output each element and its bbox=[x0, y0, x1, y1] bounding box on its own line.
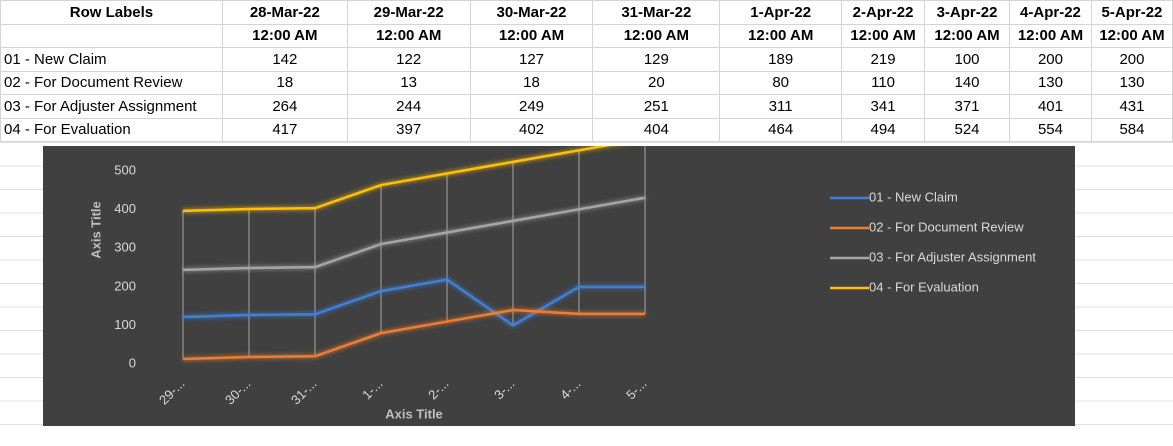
value-cell: 371 bbox=[924, 94, 1010, 119]
row-label: 03 - For Adjuster Assignment bbox=[0, 94, 223, 119]
legend-label: 04 - For Evaluation bbox=[869, 279, 979, 294]
plot bbox=[182, 146, 646, 361]
table-row: 02 - For Document Review 18 13 18 20 80 110 140… bbox=[0, 70, 1173, 95]
column-time: 12:00 AM bbox=[469, 23, 594, 48]
value-cell: 20 bbox=[592, 70, 721, 95]
row-label: 01 - New Claim bbox=[0, 47, 223, 72]
table-row: Row Labels 28-Mar-22 29-Mar-22 30-Mar-22 31-… bbox=[0, 0, 1173, 25]
row-label: 04 - For Evaluation bbox=[0, 117, 223, 142]
chart: Axis Title Axis Title 010020030040050029… bbox=[43, 146, 1075, 426]
column-time: 12:00 AM bbox=[592, 23, 721, 48]
value-cell: 130 bbox=[1009, 70, 1092, 95]
value-cell: 100 bbox=[924, 47, 1010, 72]
series-line bbox=[182, 278, 645, 327]
column-date: 2-Apr-22 bbox=[841, 0, 926, 25]
column-time: 12:00 AM bbox=[1009, 23, 1092, 48]
value-cell: 142 bbox=[221, 47, 348, 72]
value-cell: 402 bbox=[469, 117, 594, 142]
value-cell: 80 bbox=[719, 70, 843, 95]
value-cell: 264 bbox=[221, 94, 348, 119]
y-axis-title: Axis Title bbox=[88, 201, 103, 259]
value-cell: 200 bbox=[1090, 47, 1173, 72]
value-cell: 110 bbox=[841, 70, 926, 95]
header-cell: Row Labels bbox=[0, 0, 223, 25]
chart-area bbox=[43, 146, 1075, 426]
table-row: 03 - For Adjuster Assignment 264 244 249 251… bbox=[0, 94, 1173, 119]
y-tick-label: 100 bbox=[114, 317, 136, 332]
column-time: 12:00 AM bbox=[924, 23, 1010, 48]
column-date: 29-Mar-22 bbox=[346, 0, 471, 25]
column-date: 3-Apr-22 bbox=[924, 0, 1010, 25]
value-cell: 397 bbox=[346, 117, 471, 142]
y-tick-label: 0 bbox=[129, 355, 136, 370]
column-time: 12:00 AM bbox=[346, 23, 471, 48]
value-cell: 494 bbox=[841, 117, 926, 142]
column-time: 12:00 AM bbox=[1090, 23, 1173, 48]
value-cell: 140 bbox=[924, 70, 1010, 95]
legend-label: 01 - New Claim bbox=[869, 189, 958, 204]
value-cell: 18 bbox=[221, 70, 348, 95]
header-cell bbox=[0, 23, 223, 48]
column-date: 28-Mar-22 bbox=[221, 0, 348, 25]
column-date: 4-Apr-22 bbox=[1009, 0, 1092, 25]
value-cell: 431 bbox=[1090, 94, 1173, 119]
value-cell: 341 bbox=[841, 94, 926, 119]
column-time: 12:00 AM bbox=[221, 23, 348, 48]
column-time: 12:00 AM bbox=[719, 23, 843, 48]
y-tick-label: 400 bbox=[114, 201, 136, 216]
y-tick-label: 300 bbox=[114, 240, 136, 255]
y-tick-label: 200 bbox=[114, 278, 136, 293]
value-cell: 189 bbox=[719, 47, 843, 72]
pivot-table: Row Labels 28-Mar-22 29-Mar-22 30-Mar-22 31-… bbox=[0, 0, 1173, 142]
series-line bbox=[182, 308, 645, 361]
value-cell: 200 bbox=[1009, 47, 1092, 72]
value-cell: 13 bbox=[346, 70, 471, 95]
legend-label: 03 - For Adjuster Assignment bbox=[869, 249, 1036, 264]
value-cell: 554 bbox=[1009, 117, 1092, 142]
value-cell: 129 bbox=[592, 47, 721, 72]
value-cell: 584 bbox=[1090, 117, 1173, 142]
column-date: 1-Apr-22 bbox=[719, 0, 843, 25]
table-row: 12:00 AM 12:00 AM 12:00 AM 12:00 AM 12:00 AM… bbox=[0, 23, 1173, 48]
value-cell: 404 bbox=[592, 117, 721, 142]
row-label: 02 - For Document Review bbox=[0, 70, 223, 95]
column-date: 30-Mar-22 bbox=[469, 0, 594, 25]
value-cell: 249 bbox=[469, 94, 594, 119]
value-cell: 311 bbox=[719, 94, 843, 119]
column-date: 5-Apr-22 bbox=[1090, 0, 1173, 25]
value-cell: 219 bbox=[841, 47, 926, 72]
column-time: 12:00 AM bbox=[841, 23, 926, 48]
table-row: 04 - For Evaluation 417 397 402 404 464 494 524… bbox=[0, 117, 1173, 142]
value-cell: 122 bbox=[346, 47, 471, 72]
value-cell: 130 bbox=[1090, 70, 1173, 95]
value-cell: 464 bbox=[719, 117, 843, 142]
value-cell: 251 bbox=[592, 94, 721, 119]
value-cell: 127 bbox=[469, 47, 594, 72]
value-cell: 18 bbox=[469, 70, 594, 95]
table-row: 01 - New Claim 142 122 127 129 189 219 100 200 20… bbox=[0, 47, 1173, 72]
column-date: 31-Mar-22 bbox=[592, 0, 721, 25]
x-axis-title: Axis Title bbox=[385, 406, 443, 421]
y-tick-label: 500 bbox=[114, 163, 136, 178]
legend-label: 02 - For Document Review bbox=[869, 219, 1024, 234]
value-cell: 524 bbox=[924, 117, 1010, 142]
series-line bbox=[182, 146, 611, 213]
series-line bbox=[182, 196, 646, 272]
value-cell: 401 bbox=[1009, 94, 1092, 119]
value-cell: 417 bbox=[221, 117, 348, 142]
value-cell: 244 bbox=[346, 94, 471, 119]
